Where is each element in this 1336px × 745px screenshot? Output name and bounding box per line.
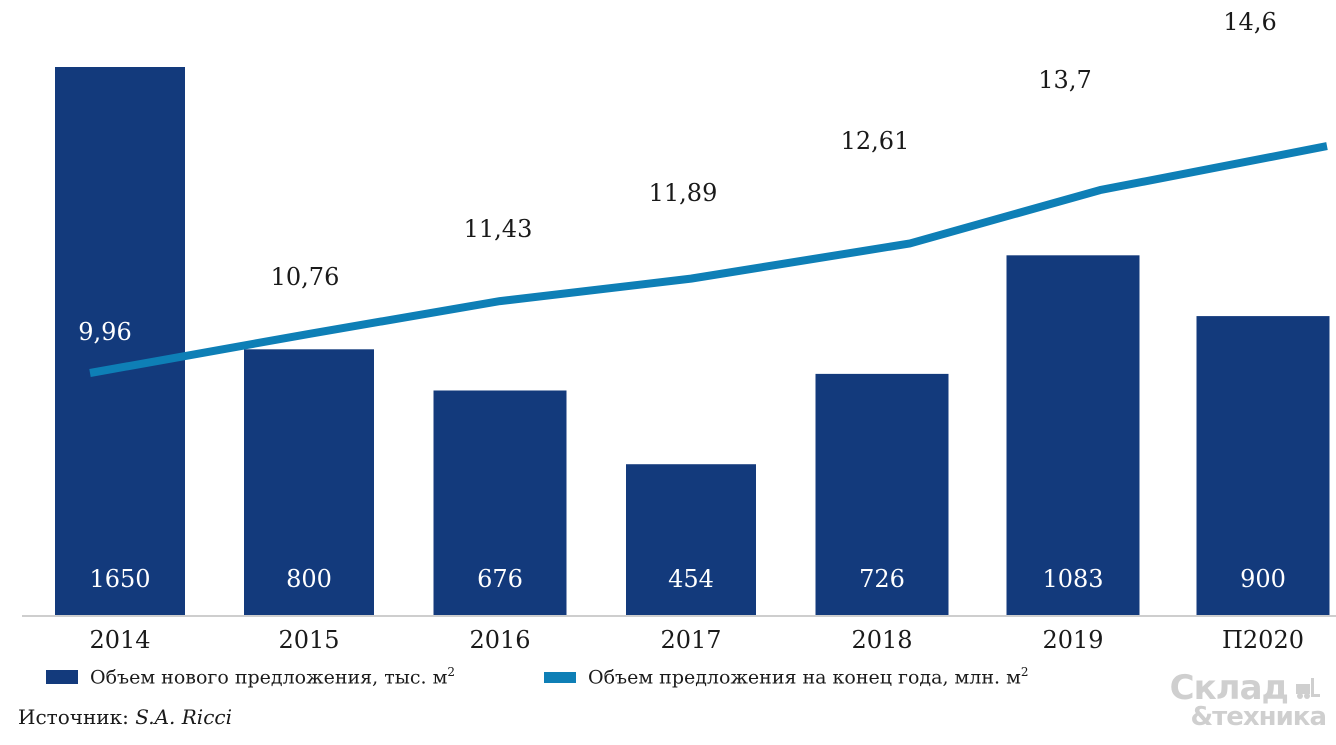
line-value-label: 14,6 bbox=[1223, 8, 1276, 36]
line-value-label: 11,43 bbox=[464, 215, 533, 243]
logo-line1: Склад bbox=[1169, 668, 1289, 708]
bar-series: 1650 800 676 454 726 1083 900 bbox=[55, 67, 1330, 615]
legend-swatch-line bbox=[544, 671, 576, 683]
line-value-label: 11,89 bbox=[649, 179, 718, 207]
bar-value-label: 800 bbox=[286, 565, 332, 593]
x-axis: 2014 2015 2016 2017 2018 2019 П2020 bbox=[22, 615, 1336, 654]
line-series: 9,96 10,76 11,43 11,89 12,61 13,7 14,6 bbox=[78, 8, 1328, 377]
legend-swatch-bars bbox=[46, 670, 78, 684]
x-tick-label: 2017 bbox=[660, 626, 721, 654]
line-value-label: 10,76 bbox=[271, 263, 340, 291]
x-tick-label: 2016 bbox=[469, 626, 530, 654]
bar bbox=[1196, 316, 1330, 615]
forklift-icon bbox=[1296, 678, 1320, 699]
bar bbox=[626, 464, 756, 615]
x-tick-label: П2020 bbox=[1222, 626, 1304, 654]
bar-value-label: 900 bbox=[1240, 565, 1286, 593]
bar bbox=[815, 373, 949, 615]
logo-line2: &техника bbox=[1190, 702, 1327, 732]
legend-label-line: Объем предложения на конец года, млн. м2 bbox=[588, 665, 1029, 689]
source-note: Источник: S.A. Ricci bbox=[18, 705, 232, 729]
x-tick-label: 2015 bbox=[278, 626, 339, 654]
bar bbox=[1006, 255, 1140, 615]
x-tick-label: 2014 bbox=[89, 626, 150, 654]
bar bbox=[244, 349, 374, 615]
line-value-label: 12,61 bbox=[841, 127, 910, 155]
bar bbox=[55, 67, 185, 615]
bar-value-label: 726 bbox=[859, 565, 905, 593]
legend-item-bars: Объем нового предложения, тыс. м2 bbox=[46, 662, 455, 692]
bar-value-label: 1650 bbox=[89, 565, 150, 593]
line-path bbox=[89, 142, 1328, 377]
line-value-label: 13,7 bbox=[1038, 66, 1091, 94]
x-tick-label: 2019 bbox=[1042, 626, 1103, 654]
bar-value-label: 1083 bbox=[1042, 565, 1103, 593]
bar-value-label: 454 bbox=[668, 565, 714, 593]
x-tick-label: 2018 bbox=[851, 626, 912, 654]
line-value-label: 9,96 bbox=[78, 318, 131, 346]
legend-item-line: Объем предложения на конец года, млн. м2 bbox=[544, 662, 1029, 692]
bar bbox=[433, 390, 567, 615]
source-name: S.A. Ricci bbox=[135, 705, 232, 729]
logo: Склад &техника bbox=[1116, 668, 1328, 740]
bar-value-label: 676 bbox=[477, 565, 523, 593]
chart: 1650 800 676 454 726 1083 900 9,96 10,76 11,43 11… bbox=[22, 8, 1336, 654]
legend-label-bars: Объем нового предложения, тыс. м2 bbox=[90, 665, 456, 689]
